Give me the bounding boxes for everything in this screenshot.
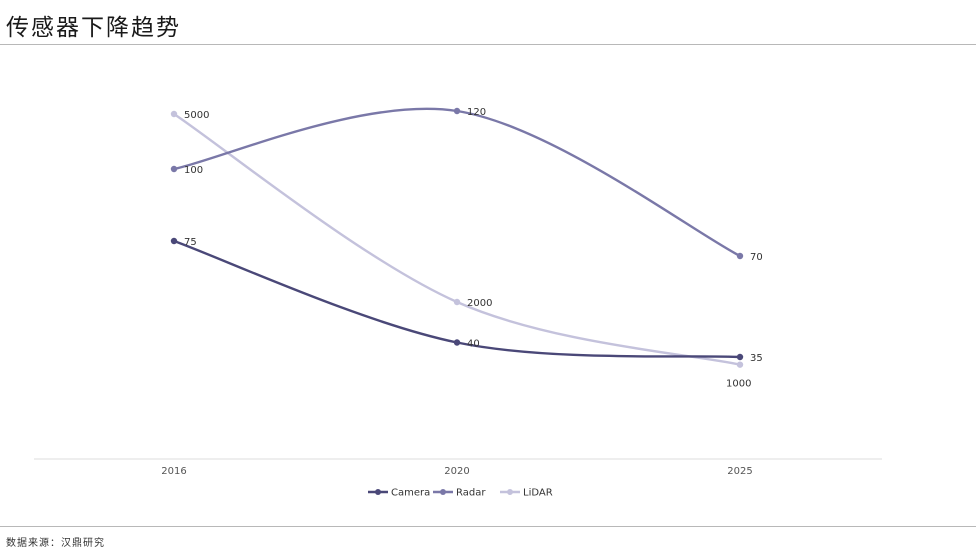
legend-item-radar: Radar — [433, 488, 486, 499]
data-point-camera-2016 — [170, 237, 178, 245]
legend-item-camera: Camera — [368, 488, 430, 499]
data-label-camera-2016: 75 — [184, 237, 197, 248]
legend-item-lidar: LiDAR — [500, 488, 553, 499]
data-label-camera-2025: 35 — [750, 353, 763, 364]
data-point-radar-2020 — [453, 107, 461, 115]
legend-marker-radar — [440, 489, 446, 495]
data-point-camera-2025 — [736, 353, 744, 361]
footer-divider — [0, 526, 976, 527]
data-point-radar-2016 — [170, 165, 178, 173]
data-point-lidar-2020 — [453, 298, 461, 306]
legend-label-radar: Radar — [456, 488, 486, 499]
data-label-lidar-2020: 2000 — [467, 298, 492, 309]
data-label-radar-2025: 70 — [750, 252, 763, 263]
source-note: 数据来源：汉鼎研究 — [6, 538, 105, 549]
x-tick-label-2025: 2025 — [727, 466, 752, 477]
data-label-radar-2020: 120 — [467, 107, 486, 118]
legend-label-lidar: LiDAR — [523, 488, 553, 499]
series-line-radar — [173, 107, 741, 258]
x-tick-label-2016: 2016 — [161, 466, 186, 477]
data-label-radar-2016: 100 — [184, 165, 203, 176]
x-tick-label-2020: 2020 — [444, 466, 469, 477]
legend-label-camera: Camera — [391, 488, 430, 499]
data-label-lidar-2016: 5000 — [184, 110, 209, 121]
data-label-camera-2020: 40 — [467, 339, 480, 350]
title-divider — [0, 44, 976, 45]
data-label-lidar-2025: 1000 — [726, 379, 751, 390]
data-point-camera-2020 — [453, 339, 461, 346]
series-line-lidar — [173, 113, 741, 366]
legend-marker-lidar — [507, 489, 513, 495]
legend-marker-camera — [375, 489, 381, 495]
data-point-lidar-2025 — [736, 361, 744, 368]
chart-title: 传感器下降趋势 — [6, 15, 181, 41]
data-point-radar-2025 — [736, 252, 744, 260]
data-point-lidar-2016 — [170, 110, 178, 118]
